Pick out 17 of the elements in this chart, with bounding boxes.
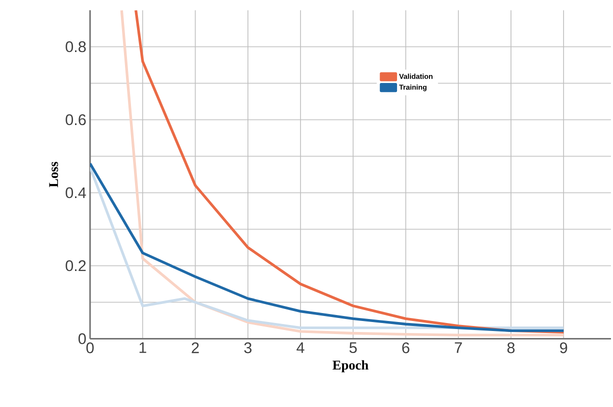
x-tick-label: 1 — [140, 342, 146, 353]
x-tick-label: 8 — [507, 342, 515, 354]
x-tick-label: 6 — [402, 342, 410, 354]
y-tick-label: 0.4 — [66, 187, 86, 198]
y-tick-label: 0 — [78, 333, 86, 344]
y-tick-label: 0.2 — [66, 260, 86, 272]
x-tick-label: 9 — [560, 342, 568, 354]
y-tick-label: 0.8 — [66, 41, 86, 52]
x-tick-label: 3 — [244, 342, 252, 354]
x-tick-label: 5 — [349, 342, 357, 353]
x-tick-label: 2 — [192, 342, 199, 353]
x-tick-label: 0 — [86, 342, 94, 354]
x-axis-title: Epoch — [332, 360, 368, 372]
x-tick-label: 7 — [454, 342, 462, 353]
y-tick-label: 0.6 — [66, 114, 86, 126]
x-tick-label: 4 — [296, 342, 304, 353]
y-axis-title: Loss — [49, 162, 58, 188]
